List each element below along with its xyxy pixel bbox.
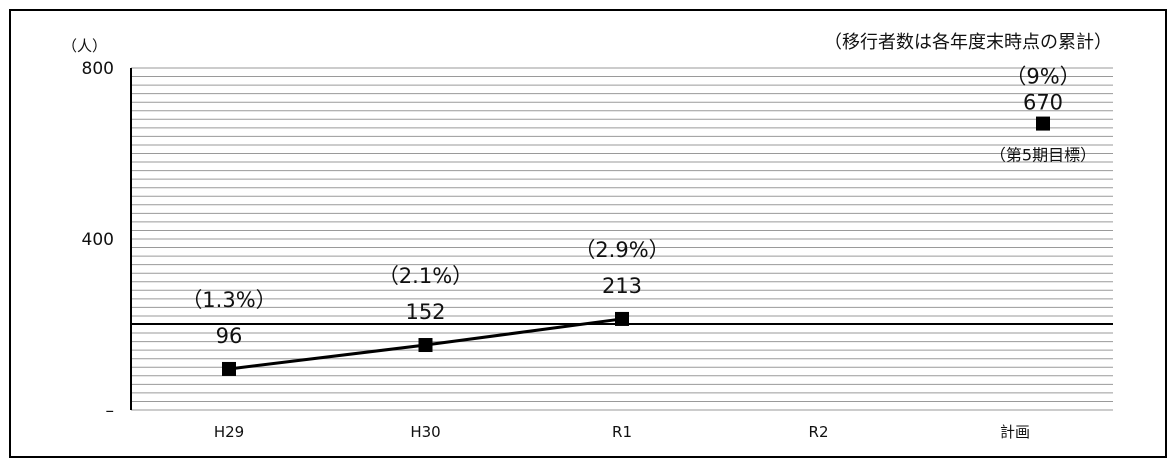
target-marker	[1036, 116, 1050, 131]
data-pct-label: （1.3%）	[181, 288, 276, 312]
grid-lines	[131, 67, 1113, 411]
data-value-label: 96	[216, 324, 243, 348]
y-tick-label: 800	[82, 59, 114, 79]
target-sub-label: （第5期目標）	[990, 146, 1096, 165]
series-layer	[222, 116, 1050, 376]
x-tick-label: H29	[214, 423, 244, 441]
y-tick-label: –	[106, 401, 115, 421]
data-pct-label: （2.1%）	[378, 264, 473, 288]
labels-layer: 800 400 – H29 H30 R1 R2 計画 96 （1.3%） 152 （2.1%） 213 （…	[82, 59, 1097, 441]
chart-note: （移行者数は各年度末時点の累計）	[824, 32, 1112, 53]
target-pct-label: （9%）	[1005, 65, 1080, 89]
x-tick-label: H30	[410, 423, 440, 441]
y-tick-label: 400	[82, 230, 114, 250]
target-value-label: 670	[1023, 91, 1063, 115]
data-point-marker	[418, 338, 433, 353]
x-tick-label: 計画	[1000, 423, 1030, 441]
data-pct-label: （2.9%）	[574, 238, 669, 262]
x-tick-label: R2	[809, 423, 829, 441]
x-tick-label: R1	[612, 423, 632, 441]
chart-frame	[9, 9, 1167, 458]
data-value-label: 152	[405, 300, 445, 324]
data-point-marker	[222, 361, 236, 376]
y-unit-label: （人）	[62, 37, 107, 55]
data-value-label: 213	[602, 274, 642, 298]
data-point-marker	[615, 311, 629, 326]
